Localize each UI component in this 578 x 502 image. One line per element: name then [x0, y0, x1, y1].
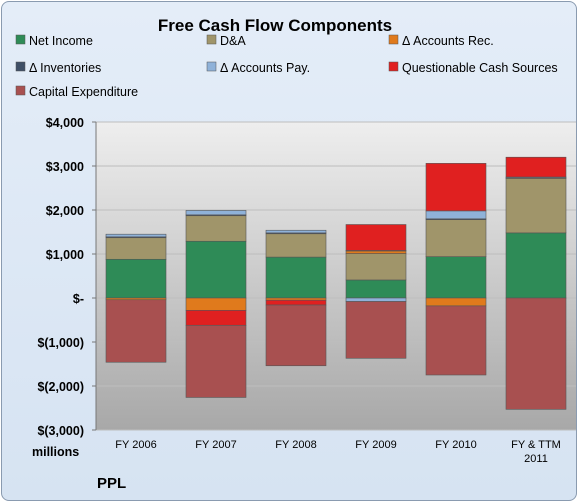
legend-label-capital-expenditure: Capital Expenditure [29, 85, 138, 99]
bar-accounts-pay-fy-2006 [105, 233, 167, 238]
bar-questionable-cash-sources-fy-2008 [265, 299, 327, 306]
bar-accounts-pay-fy-2008 [265, 229, 327, 234]
x-tick-label: FY & TTM 2011 [511, 439, 561, 465]
bar-net-income-fy-ttm-2011 [505, 232, 567, 299]
y-tick-label: $(1,000) [37, 336, 84, 350]
legend-swatch-accounts-pay [206, 61, 217, 72]
bar-accounts-rec-fy-2008 [265, 297, 327, 301]
unit-label: millions [32, 445, 79, 459]
gridlines [96, 121, 576, 431]
legend-label-inventories: Δ Inventories [29, 61, 101, 75]
legend-swatch-net-income [15, 34, 26, 45]
bar-accounts-pay-fy-2009 [345, 297, 407, 302]
x-tick-label: FY 2009 [355, 439, 396, 451]
x-tick-label: FY 2008 [275, 439, 316, 451]
footer-label: PPL [97, 475, 126, 492]
y-tick-label: $2,000 [46, 204, 84, 218]
legend-label-net-income: Net Income [29, 34, 93, 48]
legend-label-accounts-rec: Δ Accounts Rec. [402, 34, 494, 48]
bars [105, 156, 567, 410]
legend: Net Income D&A Δ Accounts Rec. Δ Inventorie… [15, 34, 558, 99]
x-axis: FY 2006 FY 2007 FY 2008 FY 2009 FY 2010 FY & … [115, 439, 561, 465]
bar-accounts-rec-fy-2009 [345, 250, 407, 254]
legend-label-d-a: D&A [220, 34, 246, 48]
y-tick-label: $(3,000) [37, 424, 84, 438]
bar-questionable-cash-sources-fy-2010 [425, 163, 487, 212]
legend-swatch-capital-expenditure [15, 85, 26, 96]
legend-swatch-questionable-cash-sources [388, 61, 399, 72]
bar-d-a-fy-2006 [105, 237, 167, 260]
bar-capital-expenditure-fy-2007 [185, 324, 247, 398]
legend-swatch-d-a [206, 34, 217, 45]
bar-accounts-rec-fy-2007 [185, 297, 247, 311]
bar-net-income-fy-2008 [265, 256, 327, 299]
legend-label-accounts-pay: Δ Accounts Pay. [220, 61, 310, 75]
x-tick-label: FY 2006 [115, 439, 156, 451]
y-tick-label: $1,000 [46, 248, 84, 262]
bar-net-income-fy-2009 [345, 279, 407, 299]
y-axis: $4,000 $3,000 $2,000 $1,000 $- $(1,000) $(2,00… [37, 116, 97, 438]
bar-net-income-fy-2007 [185, 240, 247, 299]
bar-d-a-fy-ttm-2011 [505, 178, 567, 234]
bar-questionable-cash-sources-fy-2009 [345, 224, 407, 251]
bar-questionable-cash-sources-fy-ttm-2011 [505, 156, 567, 178]
bar-questionable-cash-sources-fy-2007 [185, 310, 247, 326]
y-tick-label: $3,000 [46, 160, 84, 174]
bar-capital-expenditure-fy-2009 [345, 301, 407, 359]
bar-capital-expenditure-fy-2008 [265, 304, 327, 367]
legend-label-questionable-cash-sources: Questionable Cash Sources [402, 61, 558, 75]
chart-title: Free Cash Flow Components [158, 16, 392, 35]
plot-area [96, 122, 576, 430]
bar-accounts-pay-fy-2007 [185, 210, 247, 216]
x-tick-label: FY 2010 [435, 439, 476, 451]
bar-d-a-fy-2009 [345, 253, 407, 281]
legend-swatch-inventories [15, 61, 26, 72]
bar-net-income-fy-2006 [105, 258, 167, 299]
bar-accounts-pay-fy-2010 [425, 210, 487, 220]
legend-swatch-accounts-rec [388, 34, 399, 45]
x-tick-label: FY 2007 [195, 439, 236, 451]
bar-capital-expenditure-fy-ttm-2011 [505, 297, 567, 410]
bar-accounts-rec-fy-2010 [425, 297, 487, 307]
bar-capital-expenditure-fy-2006 [105, 299, 167, 363]
bar-d-a-fy-2010 [425, 219, 487, 257]
y-tick-label: $- [73, 292, 84, 306]
y-tick-label: $4,000 [46, 116, 84, 130]
bar-d-a-fy-2007 [185, 215, 247, 242]
bar-d-a-fy-2008 [265, 233, 327, 258]
bar-net-income-fy-2010 [425, 256, 487, 299]
bar-capital-expenditure-fy-2010 [425, 305, 487, 376]
y-tick-label: $(2,000) [37, 380, 84, 394]
